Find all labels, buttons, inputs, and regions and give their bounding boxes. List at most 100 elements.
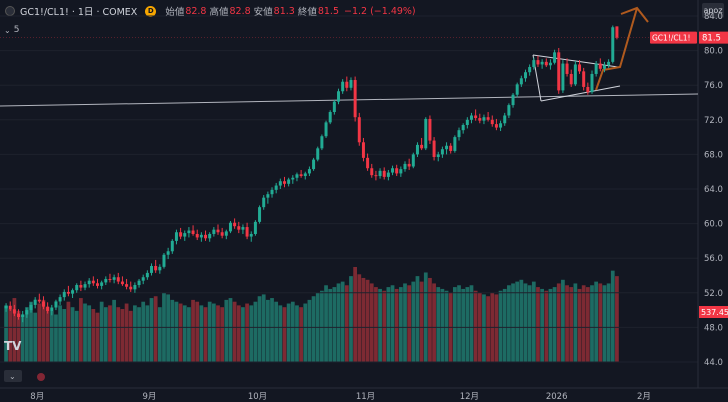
volume-bar [108,305,112,362]
candle [21,310,25,323]
candle-body [50,307,54,311]
volume-bar [141,301,146,362]
volume-bar [411,281,416,362]
candle [141,274,145,285]
candle-body [145,272,149,278]
candle [557,48,561,94]
candle [544,58,548,68]
volume-bar [203,307,208,362]
volume-bar [99,301,104,362]
candle [208,232,212,242]
series-name-label: GC1!/CL1! [652,34,691,43]
candle [287,177,291,187]
high-value: 82.8 [229,5,251,17]
volume-bar [324,285,328,362]
candle-body [615,26,619,38]
indicator-toggle[interactable]: ⌄ 5 [4,24,19,36]
candle-body [536,60,540,65]
candle [474,109,478,121]
candle-body [37,299,41,302]
volume-bar [191,299,195,362]
volume-bar [581,285,586,362]
user-badge[interactable]: apoz [702,3,724,18]
candle [116,272,120,285]
candle-body [104,278,108,283]
candle-body [565,63,569,74]
candle [179,227,183,240]
candles [4,25,619,323]
candle-body [224,231,228,236]
volume-bar [473,290,478,362]
price-tick-label: 72.0 [704,116,723,126]
volume-bar [295,305,299,362]
volume-bar [20,314,25,362]
volume-bar [378,288,382,362]
volume-bar [457,285,461,362]
volume-bar [552,287,557,362]
candle [540,59,544,69]
candle [590,70,594,94]
candle-body [29,304,33,311]
candle [195,229,199,241]
candle-body [482,117,486,121]
volume-bar [257,296,262,362]
candle [129,281,133,292]
volume-bar [428,277,432,362]
candle [245,222,249,240]
candle-body [21,314,25,318]
candle-body [187,230,191,234]
candle-body [415,144,419,155]
volume-bar [440,288,445,362]
candle [291,175,295,184]
volume-bar [415,276,420,362]
volume-bar [515,281,520,362]
candle-body [46,306,50,311]
candle-body [424,118,428,149]
candle-body [216,229,220,233]
candle-body [457,130,461,138]
candle [337,88,341,105]
candle [249,231,253,242]
volume-bar [211,303,216,362]
candle-body [561,63,565,91]
volume-bar [565,285,569,362]
volume-bar [199,305,204,362]
candle [295,172,299,182]
volume-bar [91,309,96,362]
candle [436,151,440,162]
volume-bar [577,288,582,362]
symbol-title[interactable]: GC1!/CL1! · 1日 · COMEX [20,7,138,18]
volume-bar [33,312,38,362]
candle [353,76,357,122]
volume-bar [12,298,17,362]
candle-body [494,124,498,128]
trendline-horizontal[interactable] [0,93,699,107]
event-marker-icon [37,373,45,381]
drawing-tools[interactable] [0,6,699,107]
candle [494,118,498,131]
volume-bar [41,299,46,362]
candle [303,171,307,180]
candle-body [75,285,79,291]
volume-bar [54,314,58,362]
volume-bar [24,307,29,362]
candle-body [411,154,415,167]
candle [432,137,436,161]
volume-bar [461,288,466,362]
candle-body [87,280,91,285]
triangle-lower-line[interactable] [540,85,621,102]
candle-body [83,284,87,288]
candle [154,259,158,273]
projection-arrow[interactable] [595,7,638,91]
volume-bar [182,305,187,362]
candle [4,303,8,312]
candle-body [316,148,320,160]
candle-body [370,168,374,176]
candle [228,221,232,234]
time-axis: 8月 9月 10月 11月 12月 2026 2月 [0,387,728,402]
volume-bar [606,283,611,362]
volume-bar [540,288,544,362]
candle [183,230,187,241]
collapse-button[interactable] [4,370,22,382]
